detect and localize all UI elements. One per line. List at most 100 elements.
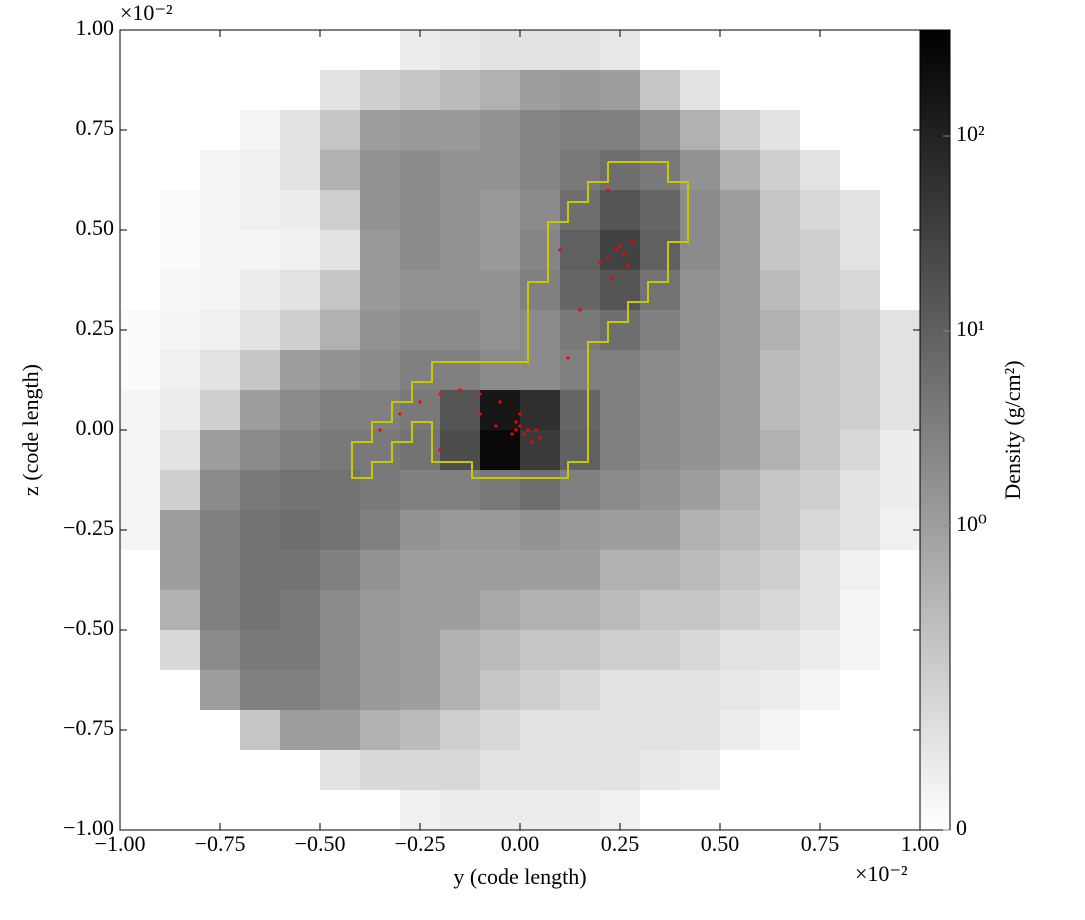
heatmap-cell (720, 430, 761, 471)
heatmap-cell (840, 110, 881, 151)
heatmap-cell (720, 310, 761, 351)
heatmap-cell (400, 470, 441, 511)
heatmap-cell (200, 710, 241, 751)
particle (622, 252, 626, 256)
heatmap-cell (560, 470, 601, 511)
particle (606, 188, 610, 192)
particle (614, 248, 618, 252)
heatmap-cell (560, 190, 601, 231)
heatmap-cell (840, 790, 881, 831)
heatmap-cell (480, 670, 521, 711)
heatmap-cell (360, 790, 401, 831)
heatmap-cell (120, 430, 161, 471)
heatmap-cell (200, 150, 241, 191)
heatmap-cell (480, 510, 521, 551)
heatmap-cell (680, 150, 721, 191)
heatmap-cell (480, 270, 521, 311)
heatmap-cell (480, 550, 521, 591)
colorbar (919, 29, 951, 831)
heatmap-cell (320, 270, 361, 311)
heatmap-cell (640, 270, 681, 311)
particle (530, 440, 534, 444)
heatmap-cell (800, 390, 841, 431)
heatmap-cell (280, 70, 321, 111)
heatmap-cell (400, 630, 441, 671)
heatmap-cell (880, 190, 921, 231)
particle (378, 428, 382, 432)
y-tick-label: −0.50 (63, 615, 114, 640)
heatmap-cell (320, 710, 361, 751)
heatmap-cell (240, 190, 281, 231)
heatmap-cell (560, 750, 601, 791)
particle (578, 308, 582, 312)
heatmap-cell (160, 790, 201, 831)
heatmap-cell (840, 310, 881, 351)
heatmap-cell (520, 150, 561, 191)
heatmap-cell (440, 710, 481, 751)
colorbar-tick-label: 10¹ (956, 316, 985, 341)
heatmap-cell (280, 670, 321, 711)
particle (606, 256, 610, 260)
heatmap-cell (800, 310, 841, 351)
heatmap-cell (640, 790, 681, 831)
x-tick-label: −0.25 (395, 831, 446, 856)
heatmap-cell (520, 590, 561, 631)
heatmap-cell (320, 30, 361, 71)
particle (438, 392, 442, 396)
heatmap-cell (840, 430, 881, 471)
heatmap-cell (160, 590, 201, 631)
heatmap-cell (880, 670, 921, 711)
heatmap-cell (200, 590, 241, 631)
heatmap-cell (680, 30, 721, 71)
colorbar-tick-label: 10² (956, 121, 985, 146)
heatmap-cell (120, 270, 161, 311)
heatmap-cell (400, 230, 441, 271)
heatmap-cell (600, 390, 641, 431)
x-axis-label: y (code length) (453, 864, 586, 889)
heatmap-cell (640, 430, 681, 471)
heatmap-cell (760, 310, 801, 351)
heatmap-cell (320, 590, 361, 631)
heatmap-cell (160, 510, 201, 551)
heatmap-cell (560, 590, 601, 631)
heatmap-cell (160, 430, 201, 471)
heatmap-cell (880, 350, 921, 391)
heatmap-cell (760, 430, 801, 471)
heatmap-cell (400, 70, 441, 111)
heatmap-cell (280, 510, 321, 551)
heatmap-cell (760, 790, 801, 831)
particle (514, 428, 518, 432)
heatmap-cell (840, 510, 881, 551)
heatmap-cell (840, 270, 881, 311)
y-offset-label: ×10⁻² (120, 0, 173, 25)
heatmap-cell (680, 590, 721, 631)
heatmap-cell (160, 550, 201, 591)
heatmap-cell (880, 750, 921, 791)
particle (458, 388, 462, 392)
heatmap-cell (360, 390, 401, 431)
heatmap-cell (440, 390, 481, 431)
heatmap-cell (320, 350, 361, 391)
particle (418, 400, 422, 404)
heatmap-cell (840, 390, 881, 431)
heatmap-cell (760, 270, 801, 311)
heatmap-cell (200, 630, 241, 671)
heatmap-cell (760, 710, 801, 751)
heatmap-cell (200, 350, 241, 391)
particle (566, 356, 570, 360)
heatmap-cell (280, 390, 321, 431)
heatmap-cell (440, 30, 481, 71)
heatmap-cell (680, 110, 721, 151)
heatmap-cell (480, 350, 521, 391)
heatmap-cell (480, 390, 521, 431)
heatmap-cell (440, 350, 481, 391)
heatmap-cell (520, 790, 561, 831)
particle (498, 400, 502, 404)
heatmap-cell (480, 790, 521, 831)
heatmap-cell (240, 270, 281, 311)
heatmap-cell (400, 710, 441, 751)
heatmap-cell (240, 670, 281, 711)
heatmap-cell (520, 190, 561, 231)
heatmap-cell (240, 470, 281, 511)
heatmap-cell (640, 30, 681, 71)
